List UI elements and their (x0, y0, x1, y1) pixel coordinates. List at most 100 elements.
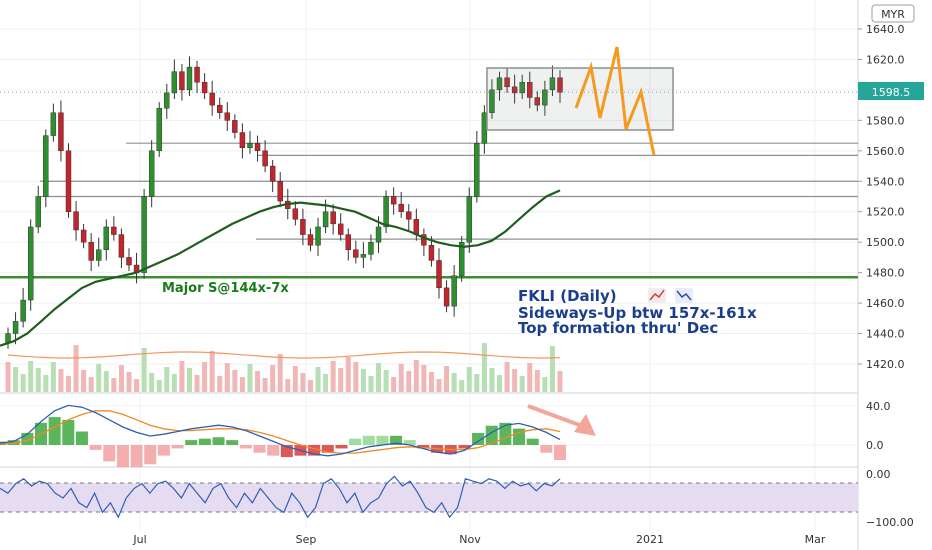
macd-histogram-bar (103, 445, 116, 462)
candle-body (383, 196, 389, 228)
price-tick-label: 1500.0 (866, 236, 905, 249)
candle-body (360, 254, 367, 258)
macd-histogram-bar (48, 417, 61, 445)
volume-bar (512, 369, 518, 392)
candle-body (88, 241, 94, 261)
volume-bar (481, 343, 487, 392)
volume-bar (149, 373, 155, 392)
macd-histogram-bar (390, 435, 403, 445)
macd-histogram-bar (554, 445, 566, 460)
candle-body (534, 97, 541, 106)
volume-bar (88, 377, 94, 392)
rsi-pane (0, 475, 561, 519)
candle-body (458, 241, 465, 276)
candle-body (511, 86, 518, 94)
candle-body (330, 211, 336, 225)
volume-bar (353, 362, 359, 392)
price-tick-label: 1620.0 (866, 53, 905, 66)
candle-body (201, 82, 208, 94)
macd-histogram-bar (458, 445, 471, 449)
price-tick-label: 1560.0 (866, 145, 905, 158)
annotation-sideways: Sideways-Up btw 157x-161x (518, 304, 757, 322)
macd-histogram-bar (349, 438, 362, 445)
volume-bar (330, 361, 336, 392)
rsi-line (0, 475, 561, 519)
macd-histogram-bar (335, 445, 348, 449)
volume-bar (217, 376, 223, 392)
chart-title: FKLI (Daily) (518, 287, 617, 305)
price-tick-label: 1580.0 (866, 114, 905, 127)
volume-bar (118, 365, 124, 392)
candle-body (111, 226, 117, 235)
macd-histogram-bar (403, 440, 416, 445)
candle-body (307, 234, 314, 246)
support-label: Major S@144x-7x (162, 281, 289, 296)
rsi-band (0, 483, 858, 512)
volume-bar (277, 354, 283, 392)
volume-bar (504, 362, 510, 392)
candle-body (421, 234, 427, 246)
macd-histogram-bar (417, 445, 430, 449)
last-price-tag (858, 82, 924, 100)
macd-histogram-bar (116, 445, 129, 468)
candle-body (35, 196, 41, 228)
volume-bar (497, 375, 503, 392)
candle-body (315, 226, 321, 246)
macd-histogram-bar (362, 435, 375, 445)
candle-body (5, 333, 11, 343)
rsi-tick-label: −100.00 (866, 516, 914, 529)
volume-bar (391, 377, 397, 392)
rsi-tick-label: 0.00 (866, 468, 891, 481)
price-tick-label: 1640.0 (866, 23, 905, 36)
candle-body (413, 219, 420, 235)
volume-bar (542, 377, 548, 392)
volume-bar (557, 371, 563, 392)
last-price-label: 1598.5 (872, 86, 911, 99)
projection-zigzag[interactable] (574, 46, 656, 156)
volume-bar (444, 366, 450, 392)
candle-body (141, 196, 147, 273)
price-tick-label: 1520.0 (866, 206, 905, 219)
volume-average-line (7, 351, 561, 359)
macd-histogram-bar (212, 437, 225, 445)
volume-bar (96, 364, 102, 392)
candle-body (368, 241, 374, 255)
annotation-top-formation: Top formation thru' Dec (518, 319, 718, 337)
macd-histogram-bar (226, 440, 239, 445)
candle-body (443, 287, 450, 307)
currency-badge[interactable] (871, 4, 915, 23)
volume-bar (549, 346, 555, 392)
volume-bar (262, 378, 268, 392)
volume-bar (368, 376, 374, 392)
volume-bar (50, 362, 56, 392)
macd-down-arrow[interactable] (527, 404, 596, 436)
line-chart-icon (648, 288, 666, 303)
macd-histogram-bar (513, 428, 526, 445)
volume-bar (307, 380, 313, 392)
time-tick-label: Mar (805, 533, 826, 546)
macd-histogram-bar (499, 422, 512, 445)
candle-body (406, 211, 412, 220)
candle-body (428, 245, 435, 261)
volume-bar (376, 363, 382, 392)
candle-body (20, 299, 26, 322)
macd-histogram-bar (321, 445, 334, 453)
candle-body (156, 107, 162, 152)
volume-bar (270, 365, 276, 392)
candle-body (80, 229, 87, 243)
candle-body (451, 275, 457, 307)
candle-body (194, 66, 200, 83)
candle-body (186, 66, 193, 91)
volume-bar (43, 375, 49, 392)
volume-bar (35, 368, 41, 392)
candle-body (239, 132, 246, 148)
candle-body (436, 260, 442, 289)
time-tick-label: Sep (296, 533, 317, 546)
macd-histogram-bar (75, 431, 88, 445)
candle-body (96, 249, 102, 261)
volume-bar (134, 379, 140, 392)
candle-body (292, 208, 299, 220)
currency-badge-label: MYR (881, 8, 905, 21)
candle-body (232, 120, 238, 133)
macd-tick-label: 0.0 (866, 439, 884, 452)
